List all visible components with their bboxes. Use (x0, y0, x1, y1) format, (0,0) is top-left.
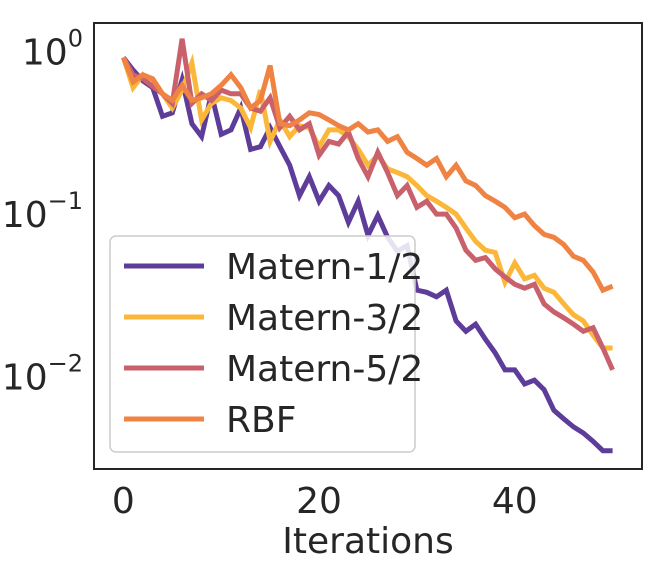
x-tick-labels: 0 20 40 (112, 481, 538, 522)
series-line-4 (121, 56, 614, 294)
y-tick-label: 10−2 (2, 350, 83, 399)
legend-label-3: Matern-5/2 (226, 349, 423, 390)
series-line-2 (121, 53, 613, 351)
legend-label-4: RBF (226, 400, 296, 441)
y-tick-label: 100 (22, 25, 83, 74)
x-axis-label: Iterations (282, 521, 453, 562)
plot-frame (93, 22, 643, 470)
y-tick-label: 10−1 (2, 187, 83, 236)
x-tick-label: 40 (492, 481, 538, 522)
legend-label-1: Matern-1/2 (226, 247, 423, 288)
x-tick-label: 0 (112, 481, 135, 522)
legend-label-2: Matern-3/2 (226, 298, 423, 339)
legend: Matern-1/2 Matern-3/2 Matern-5/2 RBF (109, 235, 423, 453)
legend-box (109, 235, 416, 453)
y-tick-labels: 100 10−1 10−2 (2, 25, 83, 399)
x-tick-label: 20 (296, 481, 342, 522)
